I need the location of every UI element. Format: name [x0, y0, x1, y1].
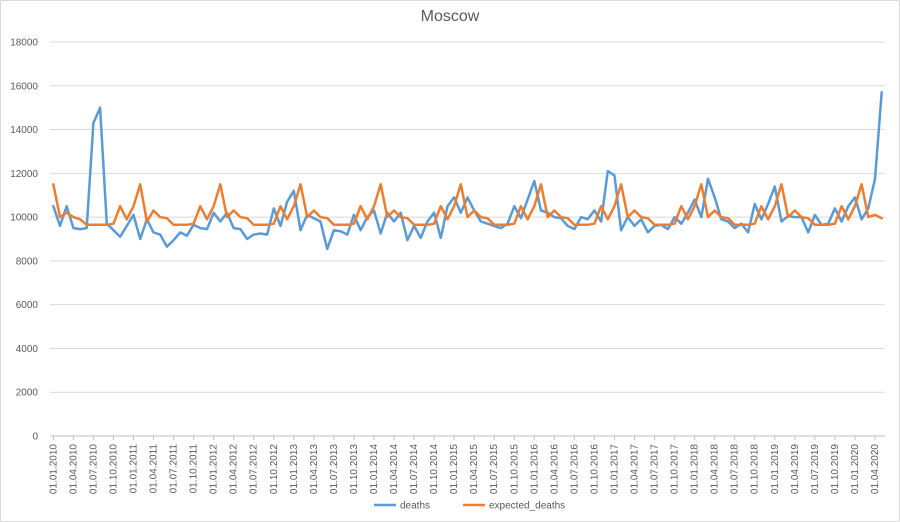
- legend-label-deaths: deaths: [400, 501, 430, 512]
- y-tick-label: 10000: [10, 213, 38, 224]
- x-tick-label: 01.04.2016: [549, 444, 560, 494]
- x-tick-label: 01.07.2014: [409, 444, 420, 494]
- x-tick-label: 01.07.2019: [810, 444, 821, 494]
- x-tick-label: 01.01.2011: [129, 444, 140, 494]
- x-tick-label: 01.01.2018: [690, 444, 701, 494]
- x-tick-label: 01.10.2014: [429, 444, 440, 494]
- x-tick-label: 01.07.2012: [249, 444, 260, 494]
- x-tick-label: 01.10.2017: [670, 444, 681, 494]
- x-tick-label: 01.01.2016: [529, 444, 540, 494]
- y-tick-label: 14000: [10, 125, 38, 136]
- x-tick-label: 01.01.2013: [289, 444, 300, 494]
- x-tick-label: 01.10.2010: [108, 444, 119, 494]
- x-tick-label: 01.07.2015: [489, 444, 500, 494]
- x-tick-label: 01.10.2012: [269, 444, 280, 494]
- x-tick-label: 01.01.2010: [48, 444, 59, 494]
- y-tick-label: 4000: [16, 344, 39, 355]
- x-tick-label: 01.04.2013: [309, 444, 320, 494]
- x-tick-label: 01.10.2016: [589, 444, 600, 494]
- x-tick-label: 01.07.2017: [650, 444, 661, 494]
- chart-title: Moscow: [420, 8, 480, 25]
- x-tick-label: 01.04.2011: [149, 444, 160, 494]
- y-tick-label: 0: [32, 432, 38, 443]
- x-tick-label: 01.07.2018: [730, 444, 741, 494]
- y-tick-label: 12000: [10, 169, 38, 180]
- x-tick-label: 01.01.2012: [209, 444, 220, 494]
- y-tick-label: 16000: [10, 81, 38, 92]
- x-tick-label: 01.01.2015: [449, 444, 460, 494]
- x-tick-label: 01.07.2013: [329, 444, 340, 494]
- x-tick-label: 01.10.2019: [830, 444, 841, 494]
- x-tick-label: 01.04.2020: [870, 444, 881, 494]
- x-tick-label: 01.10.2018: [750, 444, 761, 494]
- x-tick-label: 01.04.2018: [710, 444, 721, 494]
- x-tick-label: 01.04.2010: [68, 444, 79, 494]
- x-tick-label: 01.10.2013: [349, 444, 360, 494]
- x-tick-label: 01.04.2015: [469, 444, 480, 494]
- legend-label-expected-deaths: expected_deaths: [489, 501, 565, 512]
- x-tick-label: 01.01.2017: [609, 444, 620, 494]
- y-tick-label: 6000: [16, 300, 39, 311]
- y-tick-label: 8000: [16, 256, 39, 267]
- series-line-deaths: [52, 91, 883, 251]
- x-tick-label: 01.04.2019: [790, 444, 801, 494]
- series-line-expected-deaths: [52, 183, 883, 227]
- x-tick-label: 01.01.2019: [770, 444, 781, 494]
- x-tick-label: 01.10.2015: [509, 444, 520, 494]
- x-tick-label: 01.10.2011: [189, 444, 200, 494]
- x-tick-label: 01.01.2020: [850, 444, 861, 494]
- x-tick-label: 01.07.2016: [569, 444, 580, 494]
- x-tick-label: 01.07.2011: [169, 444, 180, 494]
- x-tick-label: 01.04.2014: [389, 444, 400, 494]
- y-tick-label: 2000: [16, 388, 39, 399]
- x-tick-label: 01.01.2014: [369, 444, 380, 494]
- x-tick-label: 01.04.2017: [630, 444, 641, 494]
- y-tick-label: 18000: [10, 38, 38, 49]
- x-tick-label: 01.04.2012: [229, 444, 240, 494]
- x-tick-label: 01.07.2010: [88, 444, 99, 494]
